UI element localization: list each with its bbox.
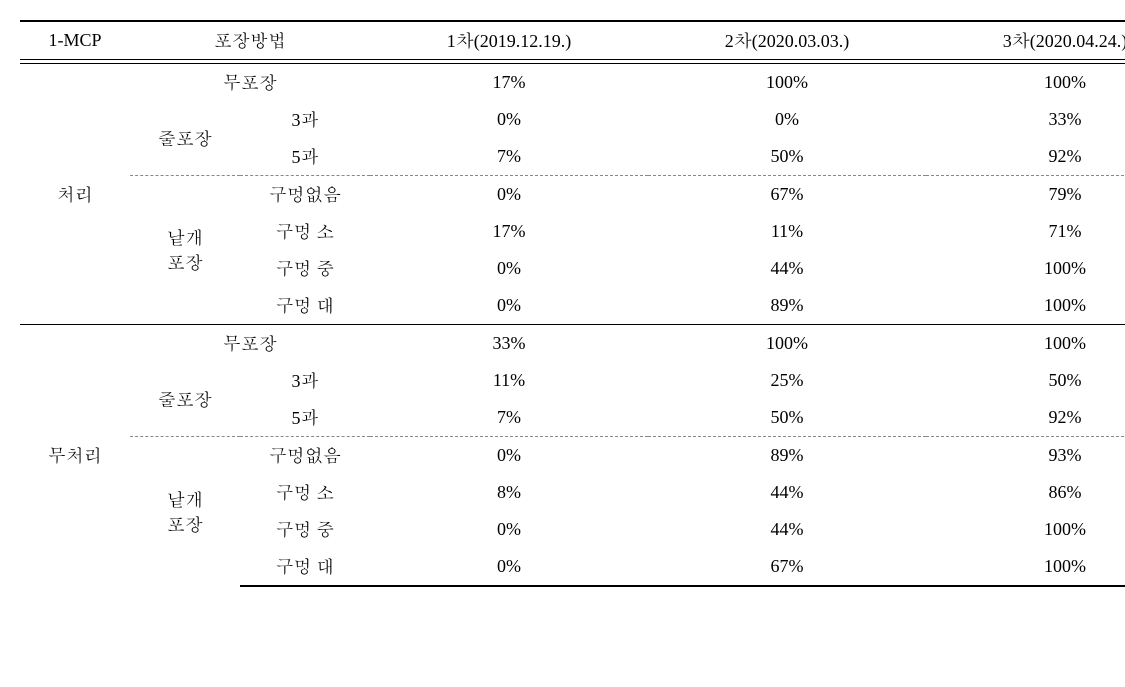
- col-v1: 1차(2019.12.19.): [370, 21, 648, 60]
- cell: 0%: [648, 101, 926, 138]
- method-line1: 낱개: [167, 490, 203, 510]
- sub-label: 구멍 중: [240, 511, 370, 548]
- cell: 17%: [370, 213, 648, 250]
- header-row: 1-MCP 포장방법 1차(2019.12.19.) 2차(2020.03.03…: [20, 21, 1125, 60]
- cell: 86%: [926, 474, 1125, 511]
- cell: 50%: [648, 138, 926, 176]
- table-row: 처리 무포장 17% 100% 100%: [20, 64, 1125, 102]
- cell: 100%: [926, 250, 1125, 287]
- table-row: 무처리 무포장 33% 100% 100%: [20, 325, 1125, 363]
- cell: 100%: [926, 325, 1125, 363]
- col-v3: 3차(2020.04.24.): [926, 21, 1125, 60]
- cell: 0%: [370, 250, 648, 287]
- group-label: 무처리: [20, 325, 130, 587]
- table-row: 줄포장 3과 0% 0% 33%: [20, 101, 1125, 138]
- method-label: 무포장: [130, 325, 370, 363]
- method-label: 줄포장: [130, 101, 240, 176]
- cell: 100%: [926, 287, 1125, 325]
- cell: 89%: [648, 437, 926, 475]
- cell: 100%: [648, 325, 926, 363]
- method-line1: 낱개: [167, 228, 203, 248]
- cell: 44%: [648, 511, 926, 548]
- sub-label: 구멍 소: [240, 474, 370, 511]
- method-line2: 포장: [167, 253, 203, 273]
- cell: 0%: [370, 437, 648, 475]
- sub-label: 3과: [240, 101, 370, 138]
- cell: 92%: [926, 138, 1125, 176]
- data-table: 1-MCP 포장방법 1차(2019.12.19.) 2차(2020.03.03…: [20, 20, 1125, 587]
- cell: 0%: [370, 287, 648, 325]
- sub-label: 구멍 대: [240, 548, 370, 586]
- group-label: 처리: [20, 64, 130, 325]
- cell: 50%: [648, 399, 926, 437]
- cell: 8%: [370, 474, 648, 511]
- cell: 100%: [648, 64, 926, 102]
- table-row: 낱개 포장 구멍없음 0% 67% 79%: [20, 176, 1125, 214]
- method-label: 줄포장: [130, 362, 240, 437]
- cell: 93%: [926, 437, 1125, 475]
- sub-label: 구멍 중: [240, 250, 370, 287]
- sub-label: 구멍 대: [240, 287, 370, 325]
- sub-label: 5과: [240, 399, 370, 437]
- cell: 33%: [926, 101, 1125, 138]
- cell: 0%: [370, 548, 648, 586]
- cell: 0%: [370, 176, 648, 214]
- method-label: 낱개 포장: [130, 437, 240, 587]
- cell: 100%: [926, 511, 1125, 548]
- cell: 11%: [648, 213, 926, 250]
- cell: 67%: [648, 548, 926, 586]
- cell: 67%: [648, 176, 926, 214]
- table-row: 낱개 포장 구멍없음 0% 89% 93%: [20, 437, 1125, 475]
- table-row: 줄포장 3과 11% 25% 50%: [20, 362, 1125, 399]
- cell: 100%: [926, 548, 1125, 586]
- sub-label: 3과: [240, 362, 370, 399]
- col-v2: 2차(2020.03.03.): [648, 21, 926, 60]
- cell: 71%: [926, 213, 1125, 250]
- sub-label: 5과: [240, 138, 370, 176]
- sub-label: 구멍 소: [240, 213, 370, 250]
- cell: 0%: [370, 101, 648, 138]
- cell: 92%: [926, 399, 1125, 437]
- cell: 33%: [370, 325, 648, 363]
- cell: 44%: [648, 250, 926, 287]
- cell: 50%: [926, 362, 1125, 399]
- cell: 0%: [370, 511, 648, 548]
- method-label: 낱개 포장: [130, 176, 240, 325]
- cell: 89%: [648, 287, 926, 325]
- cell: 79%: [926, 176, 1125, 214]
- col-mcp: 1-MCP: [20, 21, 130, 60]
- sub-label: 구멍없음: [240, 176, 370, 214]
- method-line2: 포장: [167, 515, 203, 535]
- cell: 25%: [648, 362, 926, 399]
- cell: 100%: [926, 64, 1125, 102]
- method-label: 무포장: [130, 64, 370, 102]
- cell: 11%: [370, 362, 648, 399]
- cell: 17%: [370, 64, 648, 102]
- cell: 44%: [648, 474, 926, 511]
- cell: 7%: [370, 399, 648, 437]
- sub-label: 구멍없음: [240, 437, 370, 475]
- cell: 7%: [370, 138, 648, 176]
- col-method: 포장방법: [130, 21, 370, 60]
